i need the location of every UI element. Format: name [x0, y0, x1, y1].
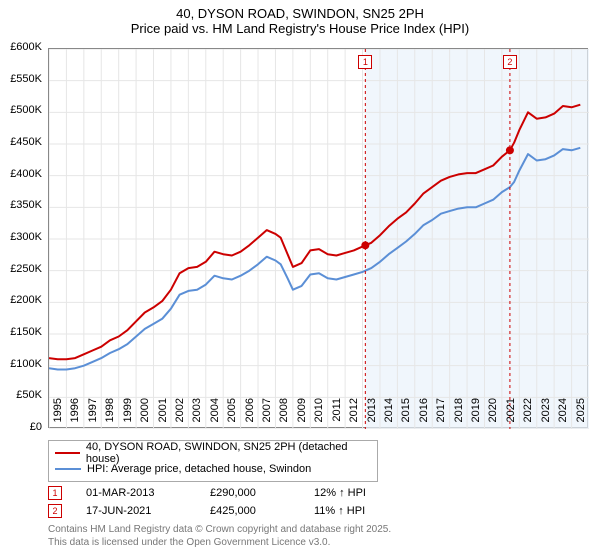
legend-item: 40, DYSON ROAD, SWINDON, SN25 2PH (detac… — [55, 445, 371, 461]
y-tick-label: £550K — [0, 73, 42, 85]
x-tick-label: 2017 — [435, 398, 447, 434]
x-tick-label: 2011 — [331, 398, 343, 434]
attribution-line1: Contains HM Land Registry data © Crown c… — [48, 524, 391, 537]
attribution: Contains HM Land Registry data © Crown c… — [48, 524, 391, 549]
x-tick-label: 2007 — [261, 398, 273, 434]
x-tick-label: 2013 — [366, 398, 378, 434]
y-tick-label: £100K — [0, 358, 42, 370]
x-tick-label: 2003 — [191, 398, 203, 434]
x-tick-label: 2018 — [453, 398, 465, 434]
sale-date: 17-JUN-2021 — [86, 505, 186, 517]
chart-header: 40, DYSON ROAD, SWINDON, SN25 2PH Price … — [0, 0, 600, 38]
chart-subtitle: Price paid vs. HM Land Registry's House … — [0, 21, 600, 36]
x-tick-label: 2019 — [470, 398, 482, 434]
x-tick-label: 2015 — [400, 398, 412, 434]
chart-area: 12 £0£50K£100K£150K£200K£250K£300K£350K£… — [48, 48, 588, 428]
x-tick-label: 2020 — [487, 398, 499, 434]
y-tick-label: £350K — [0, 199, 42, 211]
x-tick-label: 2022 — [522, 398, 534, 434]
x-tick-label: 2025 — [575, 398, 587, 434]
sale-badge: 1 — [48, 486, 62, 500]
x-tick-label: 2021 — [505, 398, 517, 434]
x-tick-label: 1998 — [104, 398, 116, 434]
x-tick-label: 2024 — [557, 398, 569, 434]
x-tick-label: 2004 — [209, 398, 221, 434]
sale-date: 01-MAR-2013 — [86, 487, 186, 499]
y-tick-label: £200K — [0, 294, 42, 306]
x-tick-label: 2000 — [139, 398, 151, 434]
legend-swatch — [55, 468, 81, 470]
x-tick-label: 1995 — [52, 398, 64, 434]
x-tick-label: 2023 — [540, 398, 552, 434]
x-tick-label: 1997 — [87, 398, 99, 434]
sale-price: £290,000 — [210, 487, 290, 499]
y-tick-label: £50K — [0, 389, 42, 401]
sale-pct: 11% ↑ HPI — [314, 505, 404, 517]
sale-badge: 2 — [48, 504, 62, 518]
sales-table: 1 01-MAR-2013 £290,000 12% ↑ HPI 2 17-JUN-202… — [48, 484, 404, 520]
plot-region: 12 — [48, 48, 588, 428]
sale-pct: 12% ↑ HPI — [314, 487, 404, 499]
y-tick-label: £300K — [0, 231, 42, 243]
chart-title: 40, DYSON ROAD, SWINDON, SN25 2PH — [0, 6, 600, 21]
legend: 40, DYSON ROAD, SWINDON, SN25 2PH (detac… — [48, 440, 378, 482]
x-tick-label: 2016 — [418, 398, 430, 434]
x-tick-label: 2008 — [278, 398, 290, 434]
y-tick-label: £150K — [0, 326, 42, 338]
y-tick-label: £0 — [0, 421, 42, 433]
legend-label: 40, DYSON ROAD, SWINDON, SN25 2PH (detac… — [86, 441, 371, 465]
plot-svg — [49, 49, 589, 429]
sale-row: 1 01-MAR-2013 £290,000 12% ↑ HPI — [48, 484, 404, 502]
legend-swatch — [55, 452, 80, 454]
attribution-line2: This data is licensed under the Open Gov… — [48, 537, 391, 550]
x-tick-label: 2009 — [296, 398, 308, 434]
sale-price: £425,000 — [210, 505, 290, 517]
y-tick-label: £500K — [0, 104, 42, 116]
x-tick-label: 1996 — [69, 398, 81, 434]
x-tick-label: 2001 — [157, 398, 169, 434]
x-tick-label: 2006 — [244, 398, 256, 434]
x-tick-label: 2012 — [348, 398, 360, 434]
x-tick-label: 2002 — [174, 398, 186, 434]
legend-label: HPI: Average price, detached house, Swin… — [87, 463, 311, 475]
x-tick-label: 2005 — [226, 398, 238, 434]
y-tick-label: £250K — [0, 263, 42, 275]
x-tick-label: 2014 — [383, 398, 395, 434]
sale-row: 2 17-JUN-2021 £425,000 11% ↑ HPI — [48, 502, 404, 520]
x-tick-label: 2010 — [313, 398, 325, 434]
y-tick-label: £400K — [0, 168, 42, 180]
y-tick-label: £600K — [0, 41, 42, 53]
x-tick-label: 1999 — [122, 398, 134, 434]
y-tick-label: £450K — [0, 136, 42, 148]
sale-flag-badge: 2 — [503, 55, 517, 69]
sale-flag-badge: 1 — [358, 55, 372, 69]
